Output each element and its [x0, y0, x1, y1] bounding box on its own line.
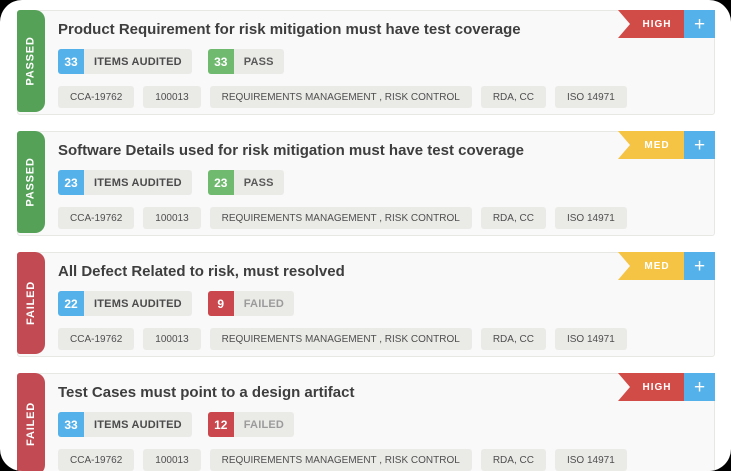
tag: ISO 14971: [554, 86, 627, 108]
add-button[interactable]: +: [684, 10, 715, 38]
tag: REQUIREMENTS MANAGEMENT , RISK CONTROL: [209, 449, 472, 471]
tag: CCA-19762: [58, 207, 135, 229]
corner-controls: HIGH +: [618, 373, 715, 401]
status-label: PASSED: [25, 36, 38, 86]
card-body: All Defect Related to risk, must resolve…: [18, 253, 714, 350]
card-title: All Defect Related to risk, must resolve…: [58, 263, 345, 280]
result-label: FAILED: [243, 297, 285, 310]
priority-label: MED: [644, 139, 670, 151]
corner-controls: MED +: [618, 131, 715, 159]
result-label: FAILED: [243, 418, 285, 431]
tag: 100013: [143, 86, 201, 108]
items-audited-count: 33: [58, 49, 84, 74]
tag-row: CCA-19762 100013 REQUIREMENTS MANAGEMENT…: [58, 328, 627, 350]
tag: RDA, CC: [480, 449, 546, 471]
priority-ribbon: HIGH: [618, 10, 684, 38]
add-button[interactable]: +: [684, 131, 715, 159]
card-body: Product Requirement for risk mitigation …: [18, 11, 714, 108]
tag: RDA, CC: [480, 207, 546, 229]
card-title: Software Details used for risk mitigatio…: [58, 142, 524, 159]
items-audited-label: ITEMS AUDITED: [94, 418, 182, 431]
items-audited-badge: 23 ITEMS AUDITED: [58, 170, 192, 195]
audit-card[interactable]: FAILED All Defect Related to risk, must …: [17, 252, 715, 357]
tag: 100013: [143, 449, 201, 471]
audit-card[interactable]: PASSED Software Details used for risk mi…: [17, 131, 715, 236]
tag: ISO 14971: [554, 207, 627, 229]
items-audited-count: 33: [58, 412, 84, 437]
result-badge: 12 FAILED: [207, 412, 295, 437]
tag: REQUIREMENTS MANAGEMENT , RISK CONTROL: [209, 328, 472, 350]
card-body: Software Details used for risk mitigatio…: [18, 132, 714, 229]
audit-card[interactable]: PASSED Product Requirement for risk miti…: [17, 10, 715, 115]
result-badge: 9 FAILED: [207, 291, 295, 316]
tag: 100013: [143, 207, 201, 229]
tag: RDA, CC: [480, 328, 546, 350]
result-label: PASS: [243, 176, 274, 189]
status-tab: PASSED: [17, 131, 45, 233]
tag-row: CCA-19762 100013 REQUIREMENTS MANAGEMENT…: [58, 86, 627, 108]
status-tab: FAILED: [17, 252, 45, 354]
priority-label: HIGH: [642, 18, 672, 30]
tag: CCA-19762: [58, 328, 135, 350]
status-label: PASSED: [25, 157, 38, 207]
badge-row: 33 ITEMS AUDITED 12 FAILED: [58, 412, 604, 437]
corner-controls: HIGH +: [618, 10, 715, 38]
status-tab: PASSED: [17, 10, 45, 112]
add-button[interactable]: +: [684, 252, 715, 280]
result-count: 33: [207, 49, 234, 74]
items-audited-badge: 22 ITEMS AUDITED: [58, 291, 192, 316]
result-badge: 23 PASS: [207, 170, 284, 195]
items-audited-label: ITEMS AUDITED: [94, 55, 182, 68]
priority-ribbon: HIGH: [618, 373, 684, 401]
tag: RDA, CC: [480, 86, 546, 108]
priority-ribbon: MED: [618, 252, 684, 280]
priority-ribbon: MED: [618, 131, 684, 159]
badge-row: 22 ITEMS AUDITED 9 FAILED: [58, 291, 604, 316]
add-button[interactable]: +: [684, 373, 715, 401]
tag: 100013: [143, 328, 201, 350]
corner-controls: MED +: [618, 252, 715, 280]
tag-row: CCA-19762 100013 REQUIREMENTS MANAGEMENT…: [58, 449, 627, 471]
badge-row: 33 ITEMS AUDITED 33 PASS: [58, 49, 604, 74]
items-audited-label: ITEMS AUDITED: [94, 297, 182, 310]
tag: CCA-19762: [58, 86, 135, 108]
status-label: FAILED: [25, 402, 38, 446]
items-audited-count: 22: [58, 291, 84, 316]
priority-label: MED: [644, 260, 670, 272]
items-audited-badge: 33 ITEMS AUDITED: [58, 49, 192, 74]
items-audited-badge: 33 ITEMS AUDITED: [58, 412, 192, 437]
tag: REQUIREMENTS MANAGEMENT , RISK CONTROL: [209, 207, 472, 229]
audit-card[interactable]: FAILED Test Cases must point to a design…: [17, 373, 715, 471]
tag: CCA-19762: [58, 449, 135, 471]
result-label: PASS: [243, 55, 274, 68]
badge-row: 23 ITEMS AUDITED 23 PASS: [58, 170, 604, 195]
result-count: 9: [207, 291, 234, 316]
result-badge: 33 PASS: [207, 49, 284, 74]
priority-label: HIGH: [642, 381, 672, 393]
tag: ISO 14971: [554, 449, 627, 471]
tag: ISO 14971: [554, 328, 627, 350]
tag-row: CCA-19762 100013 REQUIREMENTS MANAGEMENT…: [58, 207, 627, 229]
card-body: Test Cases must point to a design artifa…: [18, 374, 714, 471]
card-title: Product Requirement for risk mitigation …: [58, 21, 521, 38]
tag: REQUIREMENTS MANAGEMENT , RISK CONTROL: [209, 86, 472, 108]
items-audited-count: 23: [58, 170, 84, 195]
items-audited-label: ITEMS AUDITED: [94, 176, 182, 189]
result-count: 12: [207, 412, 234, 437]
status-tab: FAILED: [17, 373, 45, 471]
card-title: Test Cases must point to a design artifa…: [58, 384, 355, 401]
status-label: FAILED: [25, 281, 38, 325]
result-count: 23: [207, 170, 234, 195]
